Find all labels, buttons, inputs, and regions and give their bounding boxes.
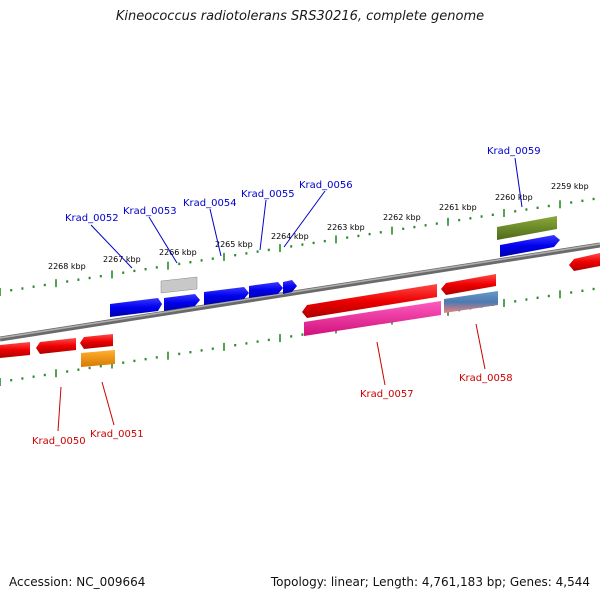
kbp-label: 2265 kbp (215, 240, 253, 249)
gene-label[interactable]: Krad_0053 (123, 206, 177, 217)
gene-arrow-krad-0057[interactable] (304, 301, 441, 336)
forward-strand-genes (110, 216, 560, 317)
gene-arrow-krad-0058[interactable] (444, 291, 498, 313)
kbp-label: 2261 kbp (439, 203, 477, 212)
gene-label[interactable]: Krad_0055 (241, 189, 295, 200)
kbp-label: 2262 kbp (383, 213, 421, 222)
scale-ticks-top (0, 197, 595, 296)
genome-backbone (0, 242, 600, 342)
gene-label[interactable]: Krad_0051 (90, 429, 144, 440)
gene-arrow-krad-0056[interactable] (283, 280, 297, 294)
gene-arrow-krad-0050[interactable] (36, 338, 76, 354)
gene-leader-lines (57, 157, 523, 432)
genome-title: Kineococcus radiotolerans SRS30216, comp… (115, 9, 485, 24)
gene-arrow-krad-0059[interactable] (500, 235, 560, 257)
gene-labels-bottom: Krad_0050 Krad_0051 Krad_0057 Krad_0058 (32, 373, 513, 447)
gene-arrow-krad-0054[interactable] (204, 287, 249, 305)
gene-label[interactable]: Krad_0057 (360, 389, 414, 400)
gene-arrow-krad-0052[interactable] (110, 298, 162, 317)
kbp-label: 2268 kbp (48, 262, 86, 271)
gene-arrow-krad-0049[interactable] (0, 342, 30, 358)
gene-label[interactable]: Krad_0056 (299, 180, 353, 191)
kbp-label: 2264 kbp (271, 232, 309, 241)
gene-arrow-krad-0053b[interactable] (164, 294, 200, 311)
gene-label[interactable]: Krad_0050 (32, 436, 86, 447)
reverse-strand-genes (0, 253, 600, 367)
gene-label[interactable]: Krad_0058 (459, 373, 513, 384)
gene-arrow-krad-0051[interactable] (81, 350, 115, 367)
gene-arrow-krad-0060[interactable] (569, 253, 600, 271)
kbp-label: 2263 kbp (327, 223, 365, 232)
gene-arrow-krad-0051-red[interactable] (80, 334, 113, 349)
gene-arrow-krad-0058-red[interactable] (441, 274, 496, 295)
kbp-label: 2266 kbp (159, 248, 197, 257)
gene-arrow-krad-0057-red[interactable] (302, 284, 437, 318)
gene-label[interactable]: Krad_0054 (183, 198, 237, 209)
gene-arrow-krad-0059-olive[interactable] (497, 216, 557, 240)
kbp-label: 2267 kbp (103, 255, 141, 264)
kbp-label: 2260 kbp (495, 193, 533, 202)
genome-stats-text: Topology: linear; Length: 4,761,183 bp; … (270, 575, 590, 589)
gene-label[interactable]: Krad_0059 (487, 146, 541, 157)
kbp-label: 2259 kbp (551, 182, 589, 191)
gene-arrow-krad-0055[interactable] (249, 282, 283, 298)
gene-label[interactable]: Krad_0052 (65, 213, 119, 224)
accession-text: Accession: NC_009664 (9, 575, 146, 589)
kbp-scale-labels: 2268 kbp 2267 kbp 2266 kbp 2265 kbp 2264… (48, 182, 589, 271)
gene-arrow-krad-0053[interactable] (160, 276, 198, 294)
gene-labels-top: Krad_0052 Krad_0053 Krad_0054 Krad_0055 … (65, 146, 541, 224)
